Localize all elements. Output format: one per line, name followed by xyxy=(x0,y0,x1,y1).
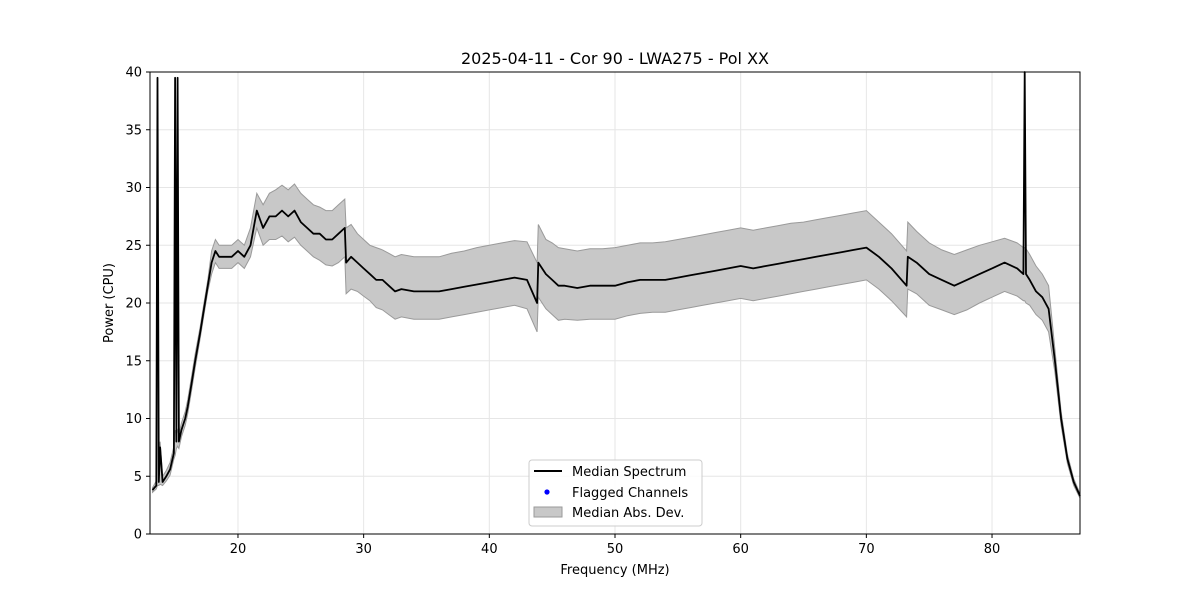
legend-mad-swatch xyxy=(533,506,563,518)
y-tick-label: 40 xyxy=(125,66,142,81)
y-tick-label: 20 xyxy=(125,297,142,312)
legend-box xyxy=(528,459,703,527)
y-axis-label: Power (CPU) xyxy=(102,263,117,343)
x-tick-label: 30 xyxy=(355,542,372,557)
legend-flagged-label: Flagged Channels xyxy=(572,486,688,501)
y-tick-label: 25 xyxy=(125,239,142,254)
y-tick-label: 35 xyxy=(125,123,142,138)
median-line-layer xyxy=(151,71,1081,497)
y-tick-label: 0 xyxy=(134,528,142,543)
y-axis-ticks: 0 5 10 15 20 25 30 35 40 xyxy=(125,66,150,543)
y-tick-label: 5 xyxy=(134,470,142,485)
x-tick-label: 70 xyxy=(858,542,875,557)
legend-flagged-swatch xyxy=(544,489,550,495)
x-tick-label: 50 xyxy=(607,542,624,557)
legend: Median Spectrum Flagged Channels Median … xyxy=(528,459,703,527)
legend-median-label: Median Spectrum xyxy=(572,465,686,480)
y-tick-label: 10 xyxy=(125,412,142,427)
x-axis-ticks: 20 30 40 50 60 70 80 xyxy=(230,534,1001,557)
y-tick-label: 30 xyxy=(125,181,142,196)
x-tick-label: 40 xyxy=(481,542,498,557)
x-tick-label: 20 xyxy=(230,542,247,557)
legend-mad-label: Median Abs. Dev. xyxy=(572,506,684,521)
chart-title: 2025-04-11 - Cor 90 - LWA275 - Pol XX xyxy=(461,49,769,68)
x-tick-label: 80 xyxy=(984,542,1001,557)
x-tick-label: 60 xyxy=(732,542,749,557)
x-axis-label: Frequency (MHz) xyxy=(560,563,669,578)
y-tick-label: 15 xyxy=(125,354,142,369)
median-spectrum-line xyxy=(151,71,1081,497)
